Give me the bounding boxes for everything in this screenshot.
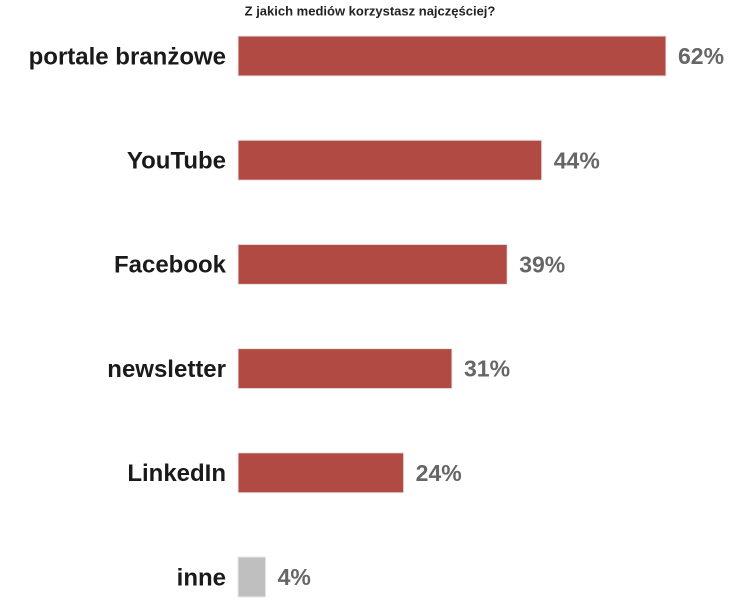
- category-label: LinkedIn: [127, 460, 226, 487]
- category-label: inne: [177, 564, 226, 591]
- value-label: 62%: [678, 43, 724, 69]
- bar: [237, 452, 405, 494]
- category-label: portale branżowe: [29, 43, 226, 70]
- value-label: 39%: [519, 251, 565, 277]
- value-label: 31%: [464, 356, 510, 382]
- value-label: 44%: [554, 147, 600, 173]
- value-label: 4%: [278, 564, 311, 590]
- bar: [237, 348, 453, 390]
- category-label: YouTube: [127, 148, 226, 175]
- value-label: 24%: [416, 460, 462, 486]
- bar: [237, 35, 667, 77]
- bar: [237, 556, 267, 598]
- category-label: newsletter: [107, 356, 226, 383]
- bar: [237, 243, 508, 285]
- chart-title: Z jakich mediów korzystasz najczęściej?: [245, 3, 496, 18]
- category-label: Facebook: [114, 252, 227, 279]
- bar: [237, 139, 543, 181]
